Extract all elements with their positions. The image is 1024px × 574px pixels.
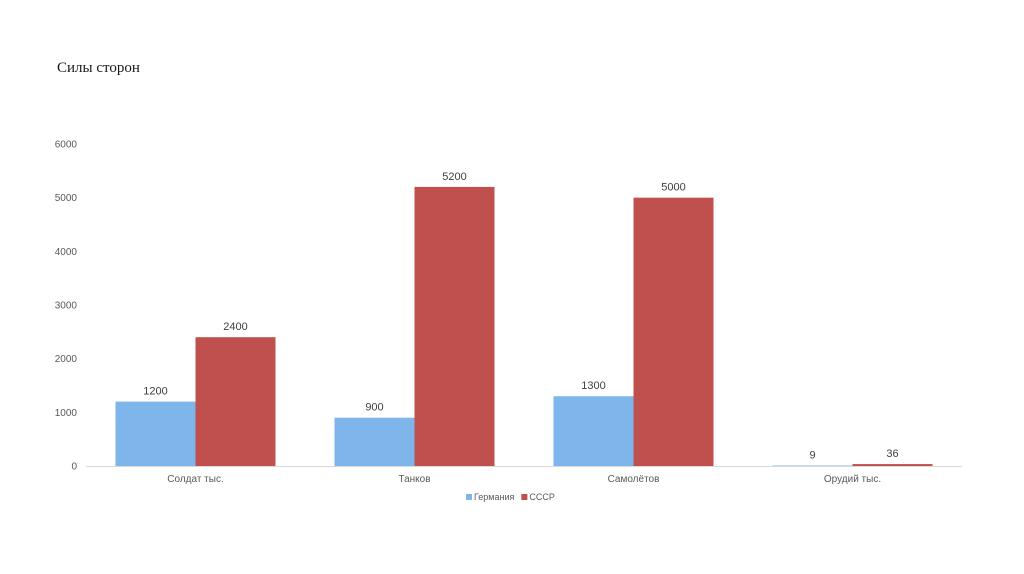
data-labels: 1200 2400 900 5200 1300 5000 9 36 [143,171,898,462]
x-tick-label: Солдат тыс. [167,474,223,485]
x-tick-label: Орудий тыс. [824,474,881,485]
y-tick-label: 4000 [55,247,78,258]
x-tick-label: Самолётов [608,474,660,485]
bar [553,396,634,466]
data-label: 1300 [581,380,605,392]
bar [334,417,415,466]
bar [195,337,276,466]
bar-group [115,186,933,466]
bar [852,464,933,466]
data-label: 2400 [223,321,247,333]
x-tick-label: Танков [398,474,430,485]
data-label: 900 [365,402,383,414]
y-tick-label: 5000 [55,193,78,204]
y-tick-label: 6000 [55,140,78,151]
legend: Германия СССР [466,492,555,502]
data-label: 5200 [442,171,466,183]
y-tick-label: 3000 [55,301,78,312]
x-axis-tick-labels: Солдат тыс. Танков Самолётов Орудий тыс. [167,474,881,485]
legend-swatch [521,494,528,500]
data-label: 9 [809,450,815,462]
data-label: 1200 [143,386,167,398]
y-tick-label: 2000 [55,354,78,365]
page-title: Силы сторон [57,60,140,76]
bar [115,401,196,466]
legend-label: СССР [529,492,555,502]
y-tick-label: 1000 [55,408,78,419]
y-axis-ticks: 0 1000 2000 3000 4000 5000 6000 [55,140,78,473]
bar [414,186,495,466]
bar [633,197,714,466]
data-label: 5000 [661,182,685,194]
legend-label: Германия [474,492,514,502]
y-tick-label: 0 [71,462,77,473]
legend-swatch [466,494,472,500]
data-label: 36 [886,448,898,460]
